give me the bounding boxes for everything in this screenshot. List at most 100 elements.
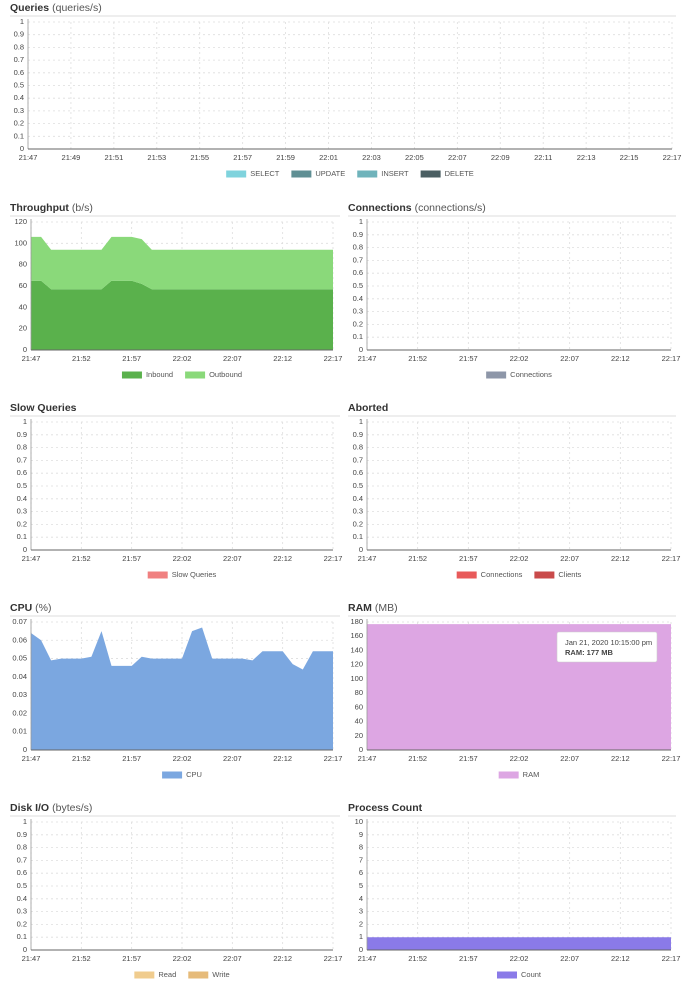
y-tick-label: 0 bbox=[359, 345, 363, 354]
x-tick-label: 22:17 bbox=[663, 153, 682, 162]
x-tick-label: 22:02 bbox=[510, 554, 529, 563]
y-tick-label: 0.8 bbox=[17, 843, 27, 852]
x-tick-label: 22:02 bbox=[510, 954, 529, 963]
legend-label: Read bbox=[158, 970, 176, 979]
y-tick-label: 9 bbox=[359, 830, 363, 839]
legend-swatch bbox=[147, 571, 168, 579]
y-tick-label: 0.5 bbox=[353, 281, 363, 290]
legend-swatch bbox=[134, 971, 155, 979]
y-tick-label: 0.01 bbox=[12, 727, 27, 736]
x-tick-label: 21:53 bbox=[147, 153, 166, 162]
x-tick-label: 21:47 bbox=[358, 954, 377, 963]
y-tick-label: 10 bbox=[355, 817, 363, 826]
chart-title: Process Count bbox=[348, 802, 423, 814]
y-tick-label: 1 bbox=[359, 217, 363, 226]
y-tick-label: 140 bbox=[350, 645, 363, 654]
y-tick-label: 6 bbox=[359, 868, 363, 877]
legend: Count bbox=[496, 970, 542, 979]
legend-swatch bbox=[188, 971, 209, 979]
y-tick-label: 0.1 bbox=[353, 532, 363, 541]
y-tick-label: 7 bbox=[359, 855, 363, 864]
x-tick-label: 22:05 bbox=[405, 153, 424, 162]
y-tick-label: 0.06 bbox=[12, 635, 27, 644]
x-tick-label: 21:52 bbox=[408, 354, 427, 363]
x-tick-label: 22:02 bbox=[510, 754, 529, 763]
x-tick-label: 22:07 bbox=[560, 754, 579, 763]
y-tick-label: 3 bbox=[359, 907, 363, 916]
x-tick-label: 21:59 bbox=[276, 153, 295, 162]
chart-title: Disk I/O bbox=[10, 802, 49, 814]
y-tick-label: 60 bbox=[19, 281, 27, 290]
x-tick-label: 21:57 bbox=[122, 754, 141, 763]
y-tick-label: 20 bbox=[355, 731, 363, 740]
y-tick-label: 0.9 bbox=[353, 430, 363, 439]
x-tick-label: 22:02 bbox=[173, 754, 192, 763]
chart-subtitle: (queries/s) bbox=[52, 2, 102, 14]
x-tick-label: 22:12 bbox=[611, 754, 630, 763]
y-tick-label: 0.03 bbox=[12, 690, 27, 699]
y-tick-label: 0.5 bbox=[17, 481, 27, 490]
y-tick-label: 0.5 bbox=[14, 80, 24, 89]
chart-subtitle: (%) bbox=[35, 602, 51, 614]
x-tick-label: 22:12 bbox=[273, 354, 292, 363]
y-tick-label: 0.6 bbox=[353, 268, 363, 277]
area bbox=[31, 280, 333, 350]
y-tick-label: 0.3 bbox=[14, 106, 24, 115]
legend: Read Write bbox=[134, 970, 230, 979]
x-tick-label: 21:55 bbox=[190, 153, 209, 162]
y-tick-label: 0 bbox=[23, 945, 27, 954]
y-tick-label: 0.2 bbox=[353, 519, 363, 528]
y-tick-label: 0.7 bbox=[353, 255, 363, 264]
y-tick-label: 2 bbox=[359, 919, 363, 928]
x-tick-label: 21:52 bbox=[72, 554, 91, 563]
y-tick-label: 8 bbox=[359, 843, 363, 852]
y-tick-label: 60 bbox=[355, 702, 363, 711]
y-tick-label: 1 bbox=[359, 417, 363, 426]
x-tick-label: 22:07 bbox=[223, 754, 242, 763]
legend-swatch bbox=[486, 371, 507, 379]
legend-label: Connections bbox=[481, 570, 523, 579]
legend-label: Outbound bbox=[209, 370, 242, 379]
x-tick-label: 21:47 bbox=[358, 354, 377, 363]
x-tick-label: 21:57 bbox=[459, 754, 478, 763]
chart-subtitle: (b/s) bbox=[72, 202, 93, 214]
y-tick-label: 0.6 bbox=[14, 68, 24, 77]
legend-label: Slow Queries bbox=[172, 570, 217, 579]
x-tick-label: 22:11 bbox=[534, 153, 552, 162]
x-tick-label: 21:57 bbox=[459, 954, 478, 963]
y-tick-label: 1 bbox=[359, 932, 363, 941]
chart-title: Slow Queries bbox=[10, 402, 77, 414]
legend-label: Connections bbox=[510, 370, 552, 379]
x-tick-label: 22:13 bbox=[577, 153, 596, 162]
x-tick-label: 22:12 bbox=[611, 354, 630, 363]
x-tick-label: 21:57 bbox=[122, 354, 141, 363]
legend-label: INSERT bbox=[381, 169, 409, 178]
area bbox=[31, 627, 333, 750]
legend-label: Clients bbox=[558, 570, 581, 579]
y-tick-label: 0.4 bbox=[353, 294, 363, 303]
y-tick-label: 0.3 bbox=[17, 507, 27, 516]
legend-swatch bbox=[291, 170, 312, 178]
legend-swatch bbox=[162, 771, 183, 779]
x-tick-label: 21:47 bbox=[22, 954, 41, 963]
legend-swatch bbox=[357, 170, 378, 178]
chart-subtitle: (connections/s) bbox=[415, 202, 486, 214]
x-tick-label: 22:15 bbox=[620, 153, 639, 162]
y-tick-label: 0.3 bbox=[353, 307, 363, 316]
x-tick-label: 22:17 bbox=[662, 954, 681, 963]
y-tick-label: 0.7 bbox=[17, 855, 27, 864]
x-tick-label: 22:12 bbox=[273, 554, 292, 563]
x-tick-label: 22:17 bbox=[324, 554, 343, 563]
x-tick-label: 22:07 bbox=[448, 153, 467, 162]
y-tick-label: 80 bbox=[355, 688, 363, 697]
x-tick-label: 22:02 bbox=[173, 954, 192, 963]
y-tick-label: 40 bbox=[19, 302, 27, 311]
x-tick-label: 22:12 bbox=[273, 754, 292, 763]
area bbox=[31, 236, 333, 290]
legend-swatch bbox=[226, 170, 247, 178]
x-tick-label: 21:57 bbox=[233, 153, 252, 162]
x-tick-label: 22:03 bbox=[362, 153, 381, 162]
x-tick-label: 21:47 bbox=[19, 153, 38, 162]
x-tick-label: 21:57 bbox=[122, 554, 141, 563]
